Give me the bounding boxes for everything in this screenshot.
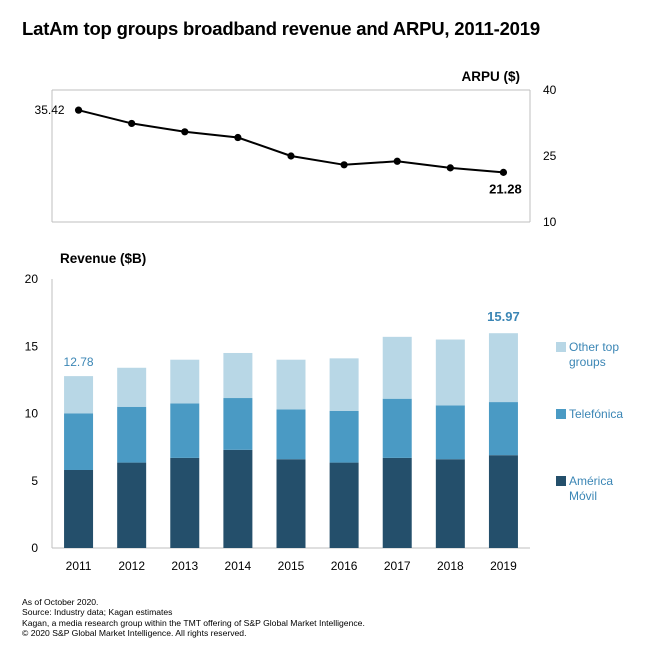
bar-segment-america-movil xyxy=(64,469,94,548)
bar-segment-america-movil xyxy=(382,457,412,548)
bar-segment-america-movil xyxy=(276,459,306,548)
arpu-point xyxy=(446,164,454,172)
chart-title: LatAm top groups broadband revenue and A… xyxy=(22,18,540,39)
arpu-data-label: 35.42 xyxy=(35,103,65,117)
bar-segment-telefonica xyxy=(488,402,518,456)
bar-segment-telefonica xyxy=(435,405,465,460)
bar-segment-america-movil xyxy=(488,455,518,548)
arpu-y-tick-label: 10 xyxy=(543,215,557,229)
bar-segment-other-top-groups xyxy=(382,336,412,399)
arpu-point xyxy=(287,152,295,160)
legend-swatch xyxy=(556,409,566,419)
revenue-x-tick-label: 2016 xyxy=(331,559,358,573)
revenue-x-tick-label: 2011 xyxy=(66,559,92,573)
arpu-point xyxy=(393,157,401,165)
bar-segment-telefonica xyxy=(64,413,94,470)
bar-segment-other-top-groups xyxy=(64,376,94,414)
bar-segment-telefonica xyxy=(170,403,200,458)
bar-segment-telefonica xyxy=(117,406,147,463)
bar-segment-other-top-groups xyxy=(276,359,306,410)
revenue-total-label: 15.97 xyxy=(487,309,520,324)
revenue-total-label: 12.78 xyxy=(64,355,94,369)
arpu-point xyxy=(74,106,83,114)
bar-segment-other-top-groups xyxy=(488,333,518,403)
bar-segment-america-movil xyxy=(223,449,253,548)
revenue-x-tick-label: 2017 xyxy=(384,559,411,573)
bar-segment-telefonica xyxy=(329,410,359,463)
bar-segment-other-top-groups xyxy=(329,358,359,411)
arpu-y-tick-label: 25 xyxy=(543,149,557,163)
bar-segment-america-movil xyxy=(329,462,359,548)
arpu-point xyxy=(181,128,189,136)
legend-telefonica: Telefónica xyxy=(556,407,623,421)
bar-segment-telefonica xyxy=(223,398,253,450)
bar-segment-other-top-groups xyxy=(170,359,200,404)
revenue-y-tick-label: 15 xyxy=(25,339,39,353)
legend-label: Telefónica xyxy=(569,407,623,421)
legend-label: Other top xyxy=(569,340,619,354)
bar-segment-america-movil xyxy=(170,457,200,548)
bar-segment-other-top-groups xyxy=(117,367,147,407)
revenue-x-tick-label: 2014 xyxy=(225,559,252,573)
revenue-x-tick-label: 2015 xyxy=(278,559,305,573)
arpu-axis-title: ARPU ($) xyxy=(461,69,520,84)
bar-segment-other-top-groups xyxy=(435,339,465,406)
arpu-point xyxy=(128,119,136,128)
legend-label: groups xyxy=(569,355,606,369)
revenue-y-tick-label: 20 xyxy=(25,272,39,286)
revenue-x-tick-label: 2018 xyxy=(437,559,464,573)
arpu-series-line xyxy=(78,109,504,174)
footer-as-of: As of October 2020. xyxy=(22,597,99,607)
revenue-y-tick-label: 10 xyxy=(25,407,39,421)
footer-copyright: © 2020 S&P Global Market Intelligence. A… xyxy=(22,627,247,638)
legend-swatch xyxy=(556,342,566,352)
bar-segment-telefonica xyxy=(382,398,412,458)
revenue-x-tick-label: 2013 xyxy=(171,559,198,573)
bar-segment-america-movil xyxy=(117,462,147,548)
revenue-x-tick-label: 2019 xyxy=(490,559,517,573)
revenue-x-tick-label: 2012 xyxy=(118,559,145,573)
legend-label: Móvil xyxy=(569,489,597,503)
revenue-y-tick-label: 5 xyxy=(31,474,38,488)
footer-source: Source: Industry data; Kagan estimates xyxy=(22,607,173,618)
bar-segment-america-movil xyxy=(435,459,465,548)
arpu-y-tick-label: 40 xyxy=(543,83,557,97)
bar-segment-telefonica xyxy=(276,409,306,460)
arpu-point xyxy=(499,168,508,176)
arpu-point xyxy=(234,133,242,142)
bar-segment-other-top-groups xyxy=(223,352,253,399)
revenue-y-tick-label: 0 xyxy=(31,541,38,555)
revenue-axis-title: Revenue ($B) xyxy=(60,251,146,266)
legend-label: América xyxy=(569,474,613,488)
arpu-point xyxy=(340,161,348,169)
arpu-data-label: 21.28 xyxy=(489,181,522,196)
footer-notes: As of October 2020. Source: Industry dat… xyxy=(22,597,365,638)
legend-swatch xyxy=(556,476,566,486)
footer-kagan: Kagan, a media research group within the… xyxy=(22,617,365,628)
